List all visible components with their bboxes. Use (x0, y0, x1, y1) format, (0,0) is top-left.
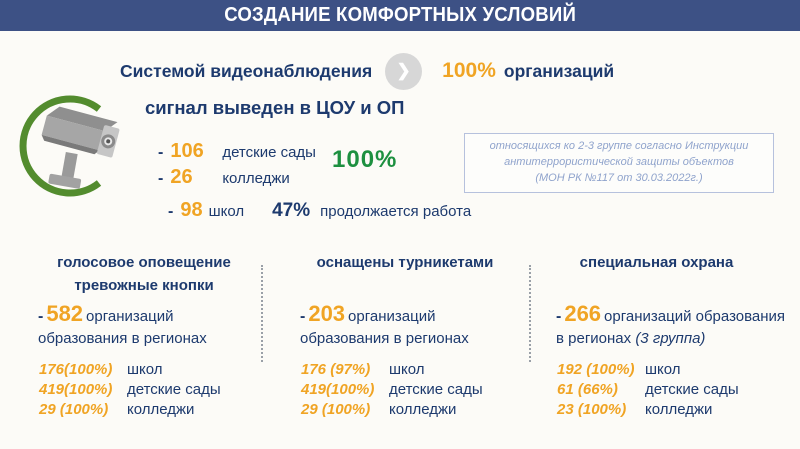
cctv-camera-icon (14, 84, 142, 217)
stat-value: 419(100%) (301, 381, 375, 399)
stat-row: 176(100%) школ (39, 361, 262, 381)
column-title-line: оснащены турникетами (316, 254, 494, 271)
stat-label: школ (127, 361, 163, 379)
dotted-divider (529, 265, 531, 362)
column-stats: 176(100%) школ 419(100%) детские сады 29… (39, 361, 262, 421)
stat-label: детские сады (389, 381, 483, 399)
signal-items: - 106 детские сады - 26 колледжи (158, 140, 316, 192)
stat-value: 23 (100%) (557, 401, 627, 419)
note-line: антитеррористической защиты объектов (504, 155, 734, 168)
page-title: СОЗДАНИЕ КОМФОРТНЫХ УСЛОВИЙ (224, 4, 576, 26)
dash: - (158, 144, 164, 161)
stat-label: колледжи (127, 401, 195, 419)
column-total-note: (3 группа) (635, 329, 706, 347)
school-percent: 47% (272, 200, 311, 221)
column-title: голосовое оповещение тревожные кнопки (26, 252, 262, 300)
dash: - (300, 308, 306, 325)
stat-row: 419(100%) детские сады (301, 381, 522, 401)
column-total: -266 организаций образования в регионах (… (556, 300, 794, 348)
stat-row: 419(100%) детские сады (39, 381, 262, 401)
signal-item: - 26 колледжи (158, 166, 316, 192)
dash: - (556, 308, 562, 325)
school-status: продолжается работа (320, 203, 472, 220)
stat-value: 192 (100%) (557, 361, 635, 379)
column-total-text: организаций образования в регионах (300, 308, 469, 347)
stat-row: 192 (100%) школ (557, 361, 794, 381)
school-row: - 98 школ 47% продолжается работа (168, 199, 471, 222)
stat-value: 29 (100%) (301, 401, 371, 419)
signal-item-value: 26 (170, 166, 193, 188)
note-line: относящихся ко 2-3 группе согласно Инстр… (489, 140, 749, 152)
stat-label: колледжи (645, 401, 713, 419)
note-box: относящихся ко 2-3 группе согласно Инстр… (464, 133, 774, 193)
intro-row: Системой видеонаблюдения ❯ 100% организа… (120, 52, 614, 90)
column-total-value: 203 (308, 301, 346, 326)
signal-item-value: 106 (170, 140, 204, 162)
signal-done-percent: 100% (332, 146, 398, 173)
stat-value: 29 (100%) (39, 401, 109, 419)
intro-suffix: организаций (503, 60, 615, 81)
dotted-divider (261, 265, 263, 362)
stat-row: 176 (97%) школ (301, 361, 522, 381)
stat-column-turnstiles: оснащены турникетами -203 организаций обр… (288, 252, 522, 421)
stat-value: 419(100%) (39, 381, 113, 399)
intro-percent: 100% (442, 59, 496, 82)
stat-label: школ (645, 361, 681, 379)
column-total-text: организаций образования в регионах (38, 308, 207, 347)
signal-item-label: колледжи (222, 170, 290, 187)
signal-title: сигнал выведен в ЦОУ и ОП (145, 97, 405, 118)
column-stats: 176 (97%) школ 419(100%) детские сады 29… (301, 361, 522, 421)
column-total-value: 582 (46, 301, 84, 326)
chevron-right-icon: ❯ (385, 52, 423, 90)
stat-label: колледжи (389, 401, 457, 419)
stat-column-voice-alert: голосовое оповещение тревожные кнопки -5… (26, 252, 262, 421)
note-line: (МОН РК №117 от 30.03.2022г.) (535, 171, 703, 184)
column-title-line: специальная охрана (579, 254, 734, 271)
stat-row: 23 (100%) колледжи (557, 401, 794, 421)
stat-label: школ (389, 361, 425, 379)
title-bar: СОЗДАНИЕ КОМФОРТНЫХ УСЛОВИЙ (0, 0, 800, 31)
intro-label: Системой видеонаблюдения (120, 60, 373, 81)
school-value: 98 (180, 199, 203, 221)
signal-item-label: детские сады (222, 144, 316, 161)
column-total-text: организаций образования в регионах (556, 308, 786, 347)
stat-value: 61 (66%) (557, 381, 618, 399)
school-label: школ (208, 203, 245, 220)
stat-value: 176 (97%) (301, 361, 371, 379)
column-title: оснащены турникетами (288, 252, 522, 300)
stat-label: детские сады (645, 381, 739, 399)
dash: - (168, 203, 174, 220)
stat-row: 61 (66%) детские сады (557, 381, 794, 401)
stat-row: 29 (100%) колледжи (39, 401, 262, 421)
column-total-value: 266 (564, 301, 602, 326)
column-total: -203 организаций образования в регионах (300, 300, 522, 348)
column-stats: 192 (100%) школ 61 (66%) детские сады 23… (557, 361, 794, 421)
stat-column-security: специальная охрана -266 организаций образ… (544, 252, 785, 421)
column-total: -582 организаций образования в регионах (38, 300, 262, 348)
column-title: специальная охрана (544, 252, 769, 300)
signal-item: - 106 детские сады (158, 140, 316, 166)
stat-value: 176(100%) (39, 361, 113, 379)
dash: - (158, 170, 164, 187)
column-title-line: тревожные кнопки (74, 276, 214, 294)
dash: - (38, 308, 44, 325)
stat-row: 29 (100%) колледжи (301, 401, 522, 421)
column-title-line: голосовое оповещение (57, 254, 231, 271)
stat-label: детские сады (127, 381, 221, 399)
chevron-glyph: ❯ (396, 61, 411, 80)
